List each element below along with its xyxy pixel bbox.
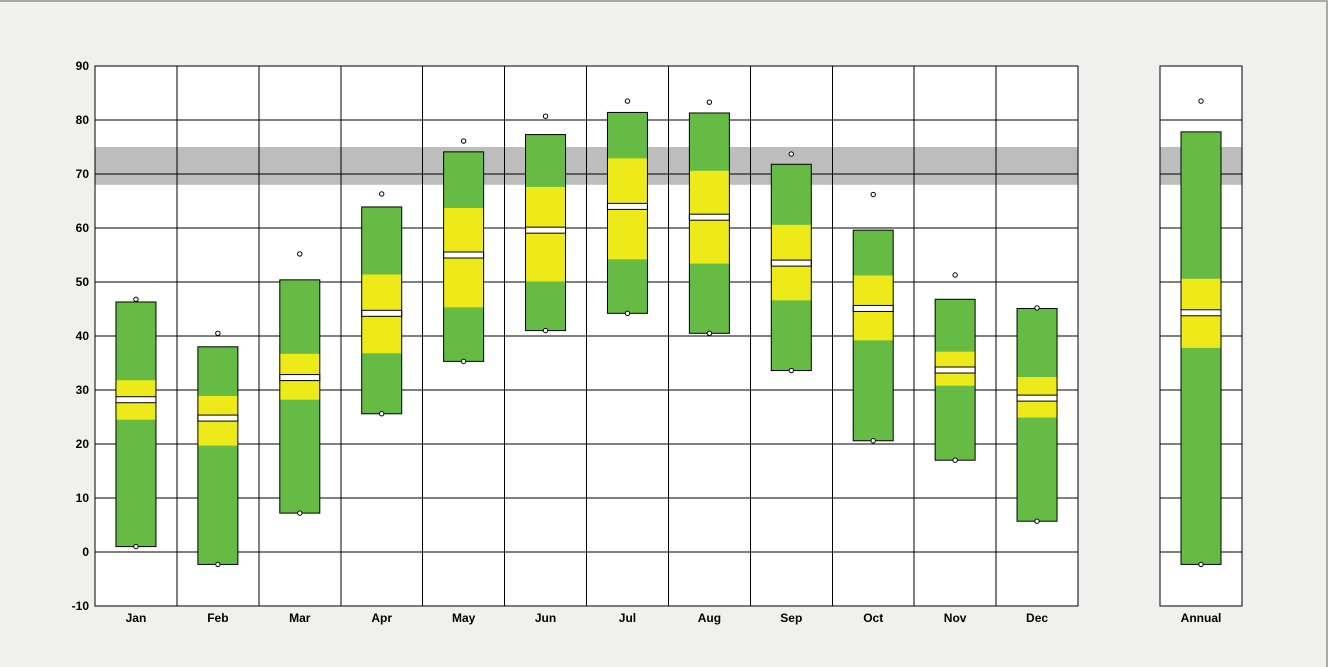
box-min-marker — [1034, 518, 1040, 524]
y-tick-label: 40 — [76, 329, 90, 343]
x-tick-label: Apr — [371, 611, 392, 625]
box-max-marker — [1198, 98, 1204, 104]
x-tick-label: May — [452, 611, 476, 625]
box-min-marker — [624, 310, 631, 317]
box-max-marker — [379, 191, 385, 197]
x-tick-label: Nov — [944, 611, 967, 625]
box-max-marker — [1034, 305, 1040, 311]
x-tick-label: Dec — [1026, 611, 1048, 625]
box-max-marker — [870, 191, 876, 198]
box-min-marker — [870, 438, 876, 444]
x-tick-label: Mar — [289, 611, 311, 625]
box-outer-range — [115, 301, 156, 547]
box-max-marker — [133, 296, 139, 302]
annual-plot-area: Annual — [1159, 65, 1243, 625]
box-median — [361, 309, 403, 317]
box-outer-range — [197, 346, 238, 565]
box-median — [1180, 309, 1222, 317]
box-median — [197, 414, 239, 422]
box-min-marker — [297, 510, 303, 516]
y-tick-label: 90 — [76, 59, 90, 73]
box-max-marker — [460, 138, 467, 144]
box-max-marker — [542, 113, 549, 119]
x-tick-label: Annual — [1181, 611, 1222, 625]
box-median — [443, 251, 485, 259]
box-median — [770, 259, 812, 267]
box-max-marker — [788, 151, 794, 157]
box-median — [1016, 394, 1058, 402]
box-median — [934, 366, 976, 374]
box-max-marker — [215, 330, 221, 336]
box-max-marker — [624, 98, 631, 104]
box-median — [525, 226, 567, 234]
box-median — [606, 202, 648, 210]
y-tick-label: -10 — [72, 599, 90, 613]
y-tick-label: 0 — [82, 545, 89, 559]
x-tick-label: Jul — [619, 611, 636, 625]
y-tick-label: 50 — [76, 275, 90, 289]
y-tick-label: 30 — [76, 383, 90, 397]
box-min-marker — [460, 358, 467, 365]
x-tick-label: Oct — [863, 611, 883, 625]
box-median — [852, 304, 894, 312]
box-inner-range — [525, 186, 566, 282]
box-min-marker — [952, 457, 958, 463]
box-min-marker — [788, 367, 794, 374]
box-min-marker — [215, 561, 221, 568]
y-tick-label: 20 — [76, 437, 90, 451]
box-min-marker — [1198, 561, 1204, 568]
box-min-marker — [133, 543, 139, 550]
x-tick-label: Sep — [780, 611, 802, 625]
box-max-marker — [706, 99, 713, 105]
y-tick-label: 10 — [76, 491, 90, 505]
box-median — [279, 374, 321, 382]
x-tick-label: Aug — [698, 611, 721, 625]
box-min-marker — [706, 330, 713, 336]
y-tick-label: 80 — [76, 113, 90, 127]
monthly-plot-area: -10 0 10 20 30 40 50 60 70 80 90 Jan Feb Mar Apr May Jun… — [72, 59, 1079, 625]
plot-border — [1159, 65, 1243, 607]
box-median — [688, 213, 730, 221]
box-min-marker — [542, 327, 549, 334]
plot-border — [94, 65, 1079, 607]
x-tick-label: Feb — [207, 611, 228, 625]
y-tick-label: 60 — [76, 221, 90, 235]
x-tick-label: Jun — [535, 611, 556, 625]
box-max-marker — [297, 251, 303, 257]
box-outer-range — [1181, 131, 1221, 565]
box-max-marker — [952, 272, 958, 278]
y-tick-label: 70 — [76, 167, 90, 181]
box-min-marker — [379, 411, 385, 417]
box-median — [115, 396, 157, 404]
x-tick-label: Jan — [126, 611, 147, 625]
